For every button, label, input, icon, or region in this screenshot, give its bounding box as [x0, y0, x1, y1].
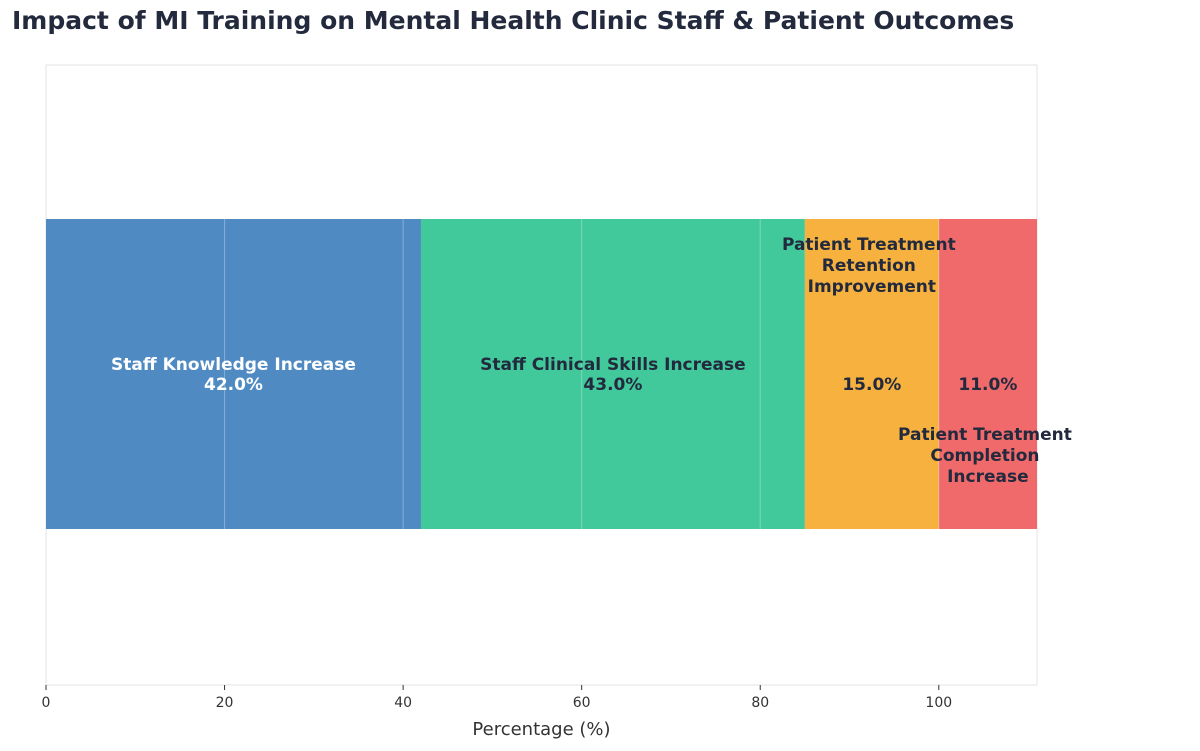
segment-category-label-line: Increase: [947, 467, 1029, 487]
segment-category-label: Patient Treatment Completion Increase: [898, 425, 1078, 487]
x-tick-label: 100: [925, 695, 952, 711]
segment-category-label-line: Improvement: [808, 277, 936, 297]
segment-category-label: Staff Clinical Skills Increase: [480, 355, 746, 375]
segment-category-label-line: Retention: [822, 256, 922, 276]
bar-segment: [804, 219, 939, 529]
x-tick-label: 40: [394, 695, 412, 711]
chart-title: Impact of MI Training on Mental Health C…: [12, 6, 1015, 35]
segment-category-label-line: Patient Treatment: [782, 235, 962, 255]
segment-category-label: Staff Knowledge Increase: [111, 355, 356, 375]
bar-segment: [938, 219, 1037, 529]
x-tick-label: 0: [42, 695, 51, 711]
x-tick-label: 60: [573, 695, 591, 711]
segment-value-label: 15.0%: [842, 375, 901, 395]
segment-category-label-line: Patient Treatment: [898, 425, 1078, 445]
x-tick-label: 80: [751, 695, 769, 711]
x-axis-label: Percentage (%): [472, 719, 610, 740]
bar-segment: [46, 219, 421, 529]
segment-category-label: Patient Treatment Retention Improvement: [782, 235, 962, 297]
segment-category-label-line: Completion: [930, 446, 1045, 466]
bar-segment: [420, 219, 805, 529]
x-tick-label: 20: [216, 695, 234, 711]
segment-value-label: 43.0%: [583, 375, 642, 395]
segment-value-label: 42.0%: [204, 375, 263, 395]
segment-value-label: 11.0%: [958, 375, 1017, 395]
